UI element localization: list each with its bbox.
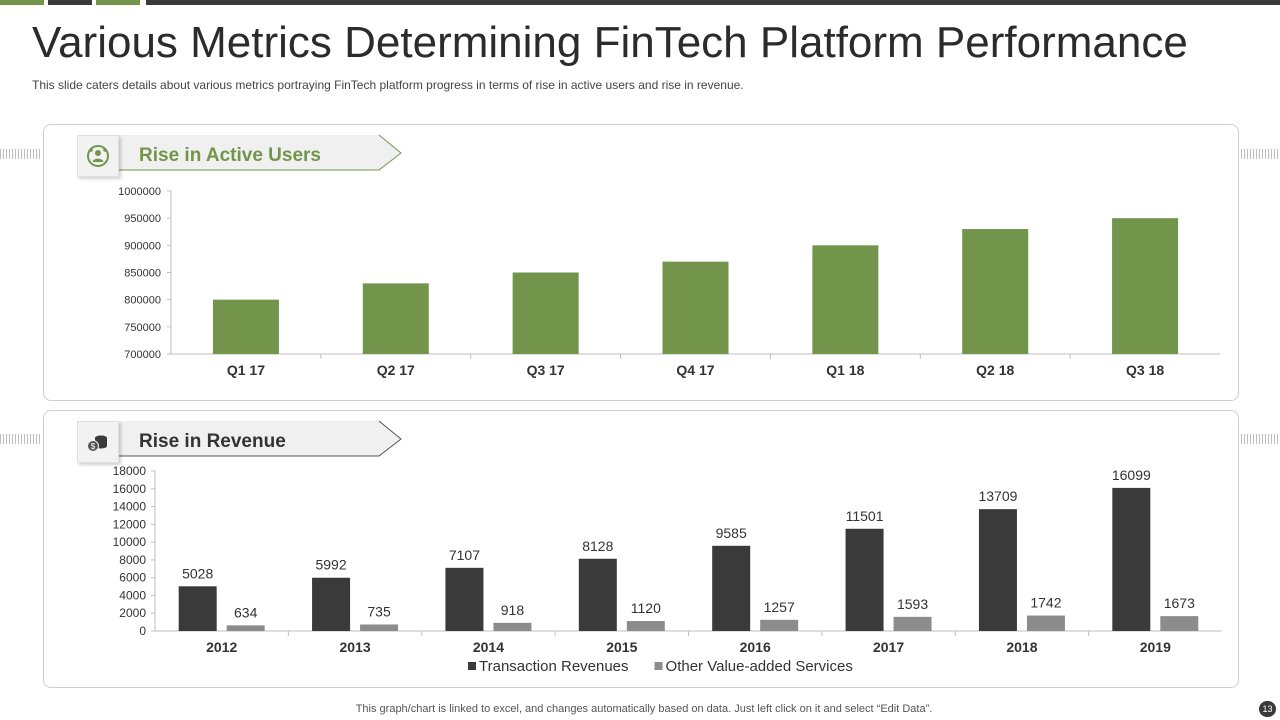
x-tick-label: 2012 — [206, 639, 237, 655]
svg-text:$: $ — [91, 442, 96, 451]
data-label: 918 — [501, 602, 525, 618]
active-users-label: Rise in Active Users — [139, 145, 321, 166]
left-tick-decoration — [0, 434, 42, 444]
bar — [893, 616, 932, 631]
y-tick-label: 700000 — [124, 349, 161, 361]
data-label: 11501 — [846, 508, 884, 524]
x-tick-label: Q2 17 — [377, 362, 415, 378]
y-tick-label: 1000000 — [118, 186, 161, 198]
y-tick-label: 6000 — [119, 571, 146, 585]
y-tick-label: 8000 — [119, 553, 146, 567]
x-tick-label: Q1 18 — [826, 362, 864, 378]
footer-note: This graph/chart is linked to excel, and… — [355, 703, 933, 715]
y-tick-label: 950000 — [124, 213, 161, 225]
bar — [178, 586, 217, 631]
x-tick-label: Q3 17 — [527, 362, 565, 378]
data-label: 735 — [367, 603, 391, 619]
money-coins-icon: $ — [87, 435, 107, 452]
y-tick-label: 750000 — [124, 322, 161, 334]
x-tick-label: 2015 — [606, 639, 637, 655]
y-tick-label: 900000 — [124, 240, 161, 252]
x-tick-label: 2014 — [473, 639, 504, 655]
x-tick-label: Q4 17 — [676, 362, 714, 378]
bar — [760, 619, 799, 631]
data-label: 1257 — [764, 599, 795, 615]
x-tick-label: 2019 — [1140, 639, 1171, 655]
right-tick-decoration — [1238, 149, 1280, 159]
bar — [445, 567, 484, 631]
revenue-label: Rise in Revenue — [139, 431, 286, 452]
bar — [362, 283, 429, 354]
data-label: 5028 — [182, 565, 213, 581]
legend-swatch — [654, 662, 663, 670]
bar — [212, 299, 279, 354]
y-tick-label: 18000 — [113, 464, 147, 478]
y-tick-label: 4000 — [119, 588, 146, 602]
bar — [226, 625, 265, 631]
user-network-icon — [87, 145, 109, 167]
data-label: 1120 — [631, 600, 661, 616]
y-tick-label: 16000 — [113, 482, 147, 496]
x-tick-label: Q3 18 — [1126, 362, 1164, 378]
revenue-icon-box: $ — [77, 421, 119, 463]
data-label: 1593 — [897, 596, 928, 612]
y-tick-label: 12000 — [113, 517, 147, 531]
bar — [1160, 616, 1199, 631]
data-label: 1742 — [1030, 595, 1061, 611]
y-tick-label: 2000 — [119, 606, 146, 620]
data-label: 5992 — [315, 557, 346, 573]
data-label: 634 — [234, 604, 258, 620]
y-tick-label: 14000 — [113, 500, 147, 514]
data-label: 13709 — [978, 488, 1017, 504]
top-accent-bar — [0, 0, 1280, 5]
section-tab-arrow — [119, 420, 402, 457]
x-tick-label: 2016 — [740, 639, 771, 655]
bar — [845, 528, 884, 631]
revenue-chart: 0 2000 4000 6000 8000 10000 12000 14000 16000 180… — [113, 464, 1222, 675]
data-label: 16099 — [1112, 467, 1151, 483]
left-tick-decoration — [0, 149, 42, 159]
bar — [512, 272, 579, 354]
bar — [1112, 487, 1151, 631]
x-tick-label: 2013 — [339, 639, 370, 655]
right-tick-decoration — [1238, 434, 1280, 444]
y-tick-label: 0 — [139, 624, 146, 638]
legend-swatch — [468, 662, 476, 670]
bar — [1112, 218, 1179, 354]
bar — [662, 261, 729, 354]
page-title: Various Metrics Determining FinTech Plat… — [32, 18, 1188, 67]
active-users-chart: 700000 750000 800000 850000 900000 950000 1000… — [118, 186, 1220, 378]
bar — [712, 545, 751, 631]
bar — [1026, 615, 1065, 631]
bar — [978, 509, 1017, 631]
page-subtitle: This slide caters details about various … — [32, 78, 744, 92]
x-tick-label: Q2 18 — [976, 362, 1014, 378]
y-tick-label: 850000 — [124, 268, 161, 280]
data-label: 7107 — [449, 547, 480, 563]
bar — [312, 577, 351, 631]
bar — [578, 558, 617, 631]
y-tick-label: 10000 — [113, 535, 147, 549]
bar — [360, 624, 399, 631]
bar — [812, 245, 879, 354]
legend-label: Other Value-added Services — [666, 658, 853, 675]
data-label: 1673 — [1164, 595, 1195, 611]
bar — [962, 229, 1029, 354]
data-label: 8128 — [582, 538, 613, 554]
bar — [493, 622, 532, 631]
y-tick-label: 800000 — [124, 295, 161, 307]
x-tick-label: 2017 — [873, 639, 904, 655]
active-users-icon-box — [77, 135, 119, 177]
bar — [626, 621, 665, 631]
legend-label: Transaction Revenues — [479, 658, 629, 675]
data-label: 9585 — [716, 525, 747, 541]
x-tick-label: Q1 17 — [227, 362, 265, 378]
section-tab-arrow — [119, 134, 402, 171]
page-number: 13 — [1259, 701, 1276, 717]
x-tick-label: 2018 — [1006, 639, 1037, 655]
